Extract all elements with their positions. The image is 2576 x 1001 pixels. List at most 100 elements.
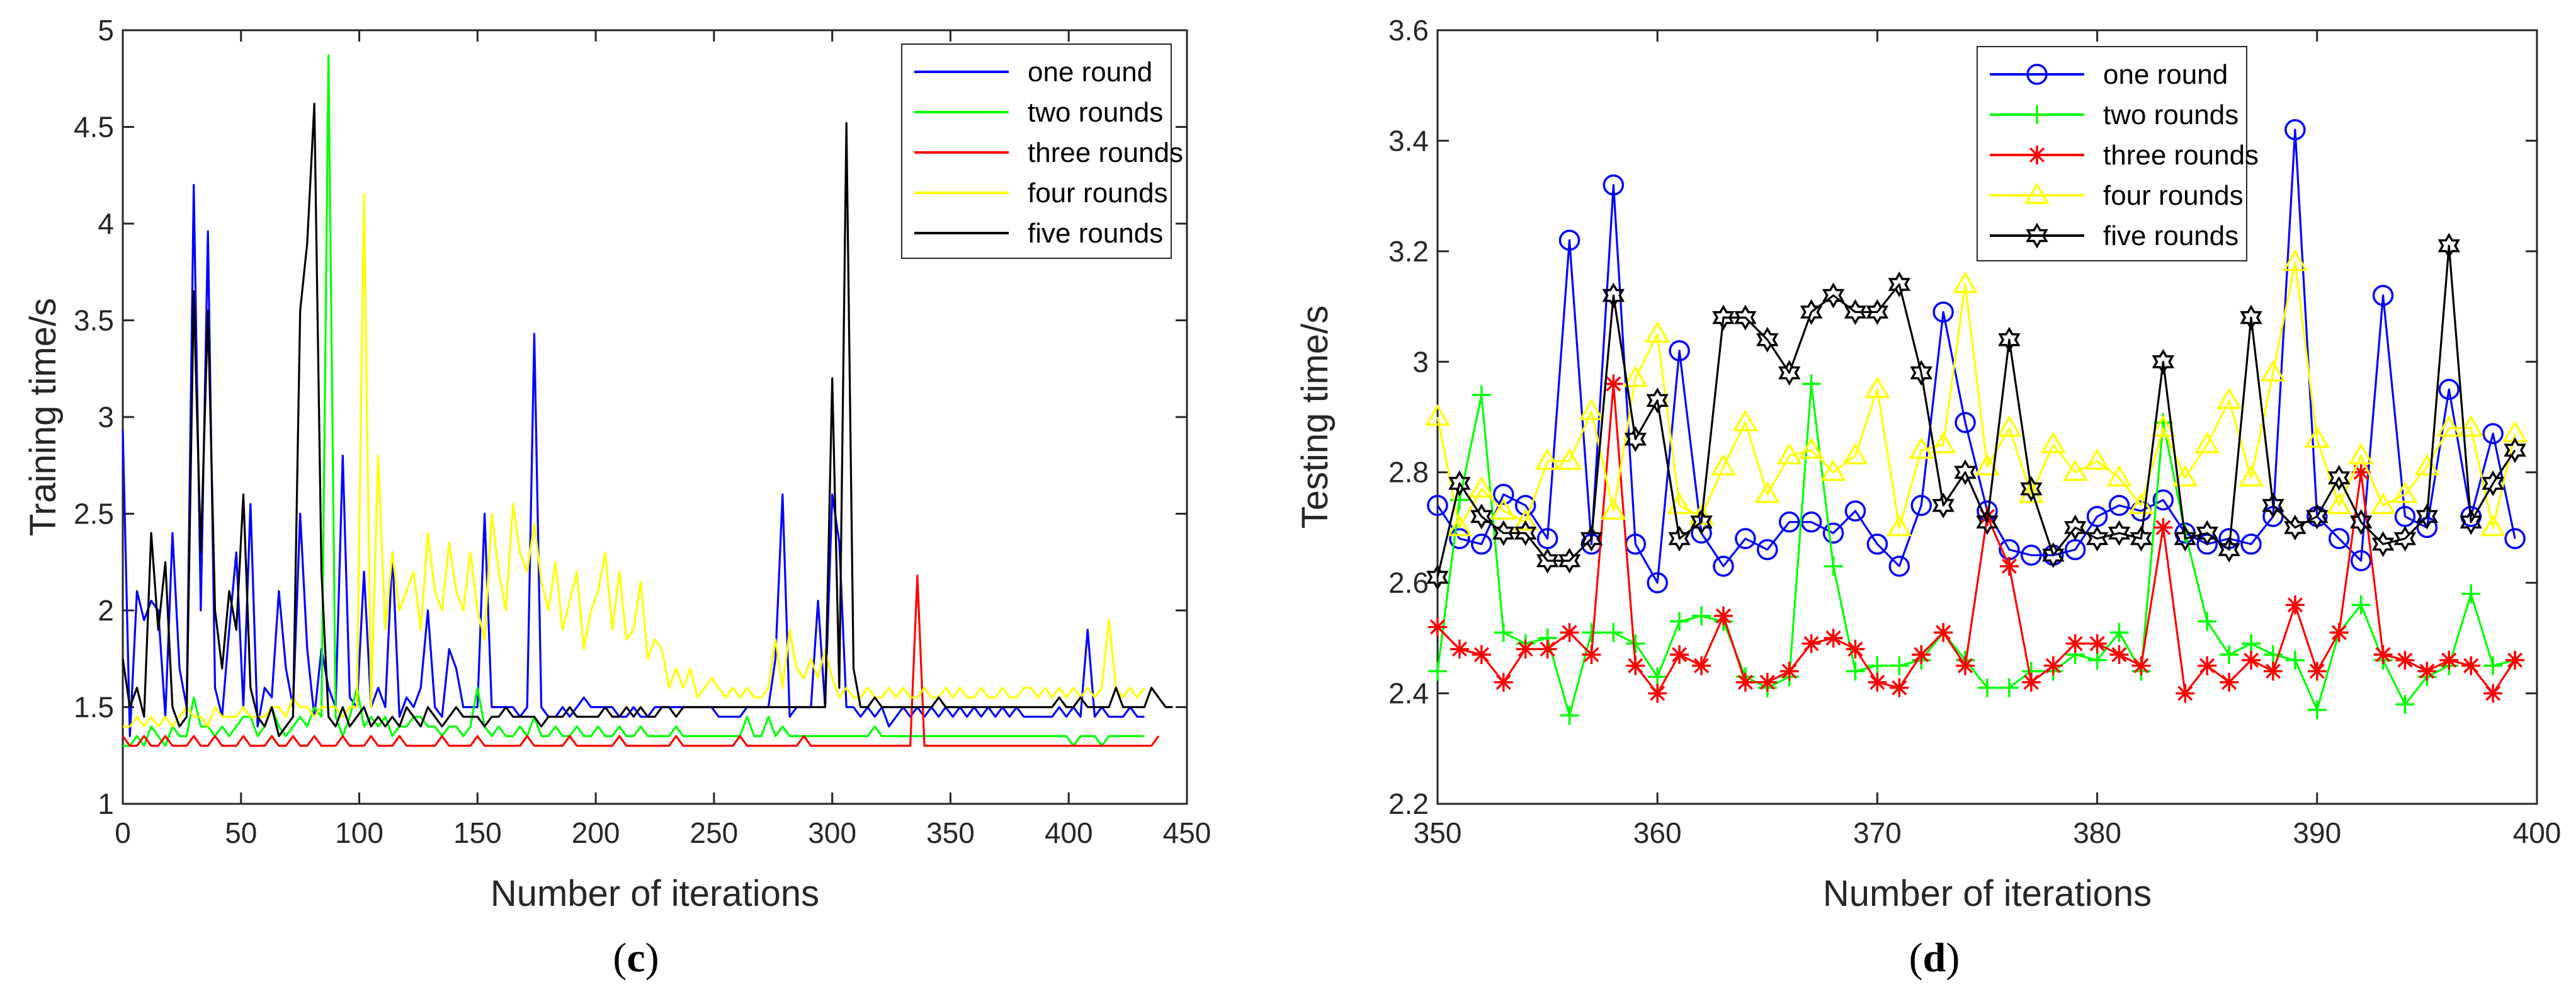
- data-point-five-rounds: [2437, 232, 2461, 259]
- x-tick-label: 50: [225, 816, 257, 849]
- y-tick-label: 1.5: [74, 691, 114, 724]
- data-point-three-rounds: [1516, 639, 1535, 659]
- data-point-three-rounds: [2021, 673, 2041, 692]
- data-point-four-rounds: [1512, 509, 1538, 531]
- data-point-five-rounds: [1558, 547, 1581, 574]
- data-point-four-rounds: [2238, 465, 2264, 487]
- data-point-one-round: [1735, 528, 1756, 549]
- chart-d-legend: one round two rounds three rounds four r…: [1977, 46, 2259, 261]
- data-point-one-round: [2438, 379, 2460, 400]
- chart-c-series: [122, 54, 1173, 747]
- data-point-one-round: [2350, 550, 2372, 571]
- data-point-three-rounds: [2395, 650, 2415, 670]
- data-point-two-rounds: [2307, 700, 2327, 719]
- data-point-three-rounds: [2153, 518, 2173, 537]
- data-point-five-rounds: [2393, 525, 2417, 552]
- data-point-four-rounds: [2040, 432, 2066, 454]
- data-point-four-rounds: [1996, 415, 2022, 437]
- data-point-five-rounds: [1910, 360, 1932, 386]
- data-point-four-rounds: [2326, 492, 2352, 515]
- data-point-three-rounds: [2461, 656, 2481, 675]
- x-tick-label: 390: [2293, 816, 2341, 849]
- data-point-five-rounds: [2240, 304, 2262, 331]
- data-point-one-round: [2372, 285, 2394, 306]
- x-tick-label: 400: [2513, 816, 2562, 849]
- data-point-three-rounds: [1538, 639, 1557, 659]
- data-point-three-rounds: [1713, 606, 1733, 626]
- data-point-five-rounds: [2460, 509, 2482, 535]
- data-point-three-rounds: [2351, 462, 2371, 482]
- data-point-five-rounds: [2130, 525, 2153, 552]
- data-point-four-rounds: [1623, 365, 1648, 387]
- data-point-three-rounds: [1999, 556, 2019, 576]
- panel-c-open: (: [613, 935, 627, 981]
- data-point-five-rounds: [1448, 470, 1471, 496]
- data-point-three-rounds: [1890, 678, 1909, 697]
- x-tick-label: 0: [115, 816, 131, 849]
- data-point-four-rounds: [1798, 437, 1824, 459]
- data-point-one-round: [1647, 572, 1668, 593]
- data-point-three-rounds: [2220, 673, 2239, 692]
- data-point-one-round: [1822, 522, 1844, 544]
- data-point-two-rounds: [1801, 374, 1821, 394]
- y-tick-label: 2.2: [1388, 787, 1429, 820]
- data-point-five-rounds: [1624, 426, 1647, 452]
- legend-label-five-rounds: five rounds: [2103, 220, 2238, 251]
- data-point-five-rounds: [2174, 525, 2197, 552]
- data-point-three-rounds: [1692, 656, 1711, 675]
- legend-marker-four-rounds: [2024, 182, 2050, 204]
- y-tick-label: 3.5: [74, 304, 114, 337]
- data-point-five-rounds: [1712, 304, 1735, 331]
- data-point-four-rounds: [1974, 454, 2000, 476]
- data-point-five-rounds: [1800, 299, 1823, 325]
- data-point-one-round: [1493, 484, 1514, 505]
- data-point-three-rounds: [2373, 645, 2393, 665]
- data-point-three-rounds: [2242, 650, 2261, 670]
- y-tick-label: 3.2: [1388, 235, 1429, 268]
- data-point-one-round: [2152, 489, 2174, 511]
- data-point-five-rounds: [1602, 282, 1625, 309]
- data-point-four-rounds: [2480, 514, 2506, 537]
- data-point-five-rounds: [1976, 509, 1999, 535]
- data-point-four-rounds: [1579, 398, 1604, 420]
- data-point-five-rounds: [1536, 547, 1559, 574]
- data-point-three-rounds: [2505, 650, 2525, 670]
- data-point-three-rounds: [1779, 661, 1799, 681]
- data-point-five-rounds: [1778, 360, 1801, 386]
- legend-label-two-rounds: two rounds: [2103, 100, 2238, 130]
- data-point-one-round: [2021, 544, 2042, 566]
- data-point-four-rounds: [1557, 448, 1582, 470]
- data-point-two-rounds: [2395, 695, 2415, 714]
- x-tick-label: 300: [808, 816, 856, 849]
- y-tick-label: 2.8: [1388, 456, 1429, 489]
- data-point-five-rounds: [2020, 476, 2043, 502]
- data-point-five-rounds: [1822, 282, 1845, 309]
- data-point-one-round: [2328, 528, 2350, 549]
- y-tick-label: 2.6: [1388, 566, 1429, 599]
- data-point-four-rounds: [1468, 476, 1494, 498]
- data-point-five-rounds: [1470, 503, 1493, 530]
- chart-d-x-axis-label: Number of iterations: [1823, 873, 2152, 914]
- data-point-five-rounds: [2415, 503, 2439, 530]
- data-point-three-rounds: [1846, 639, 1865, 659]
- data-point-five-rounds: [1734, 304, 1757, 331]
- y-tick-label: 3.4: [1388, 124, 1429, 157]
- data-point-four-rounds: [2414, 454, 2440, 476]
- data-point-one-round: [2196, 533, 2218, 555]
- data-point-two-rounds: [1890, 656, 1909, 675]
- data-point-one-round: [2416, 517, 2438, 539]
- legend-marker-symbol: [2028, 105, 2046, 124]
- data-point-three-rounds: [1604, 374, 1623, 394]
- data-point-one-round: [2482, 423, 2504, 445]
- data-point-five-rounds: [2063, 514, 2087, 541]
- legend-label-four-rounds: four rounds: [1028, 178, 1168, 209]
- data-point-four-rounds: [2304, 426, 2330, 448]
- data-point-five-rounds: [1888, 272, 1911, 297]
- data-point-four-rounds: [2458, 415, 2484, 437]
- data-point-two-rounds: [2351, 595, 2371, 615]
- data-point-three-rounds: [1670, 645, 1689, 665]
- data-point-two-rounds: [1560, 706, 1579, 725]
- series-line-three-rounds: [122, 575, 1160, 747]
- data-point-four-rounds: [2084, 448, 2110, 470]
- data-point-one-round: [1713, 556, 1734, 577]
